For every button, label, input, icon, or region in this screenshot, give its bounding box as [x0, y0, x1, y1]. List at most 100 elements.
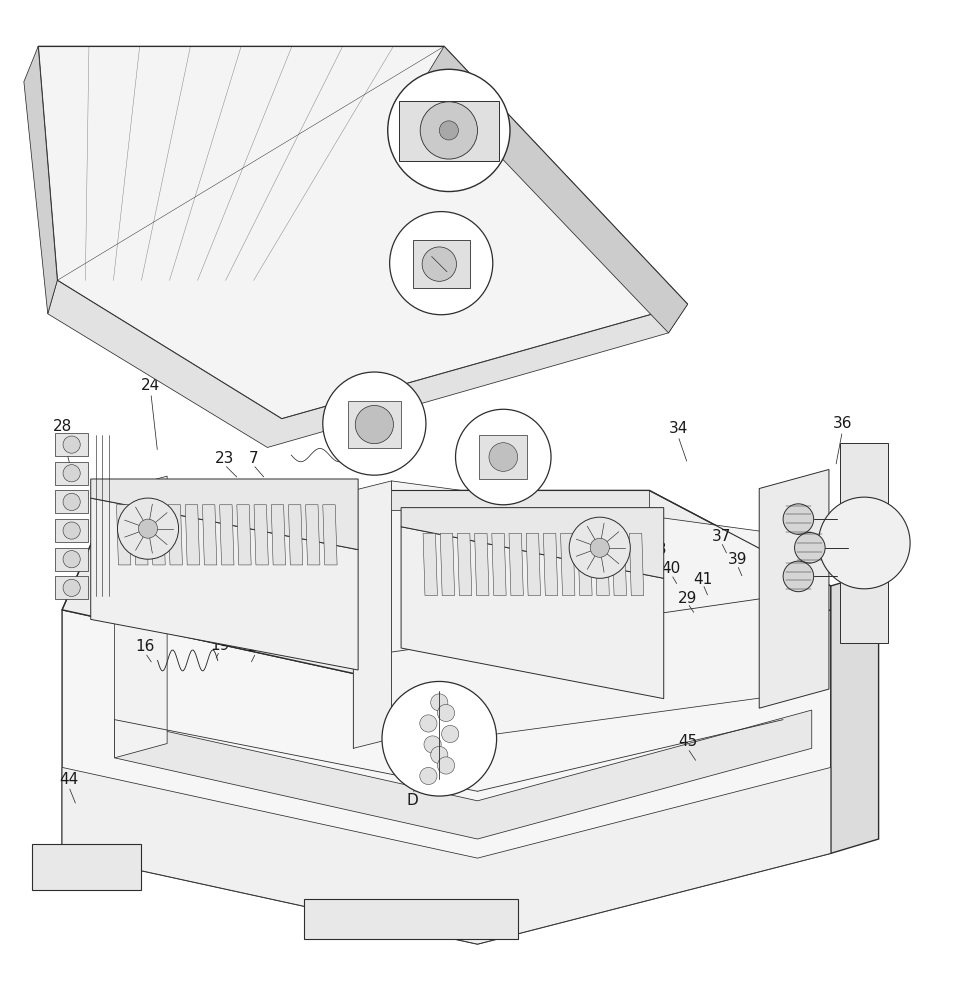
Circle shape	[117, 498, 179, 559]
Circle shape	[795, 532, 825, 563]
Text: D: D	[407, 793, 418, 808]
Polygon shape	[399, 101, 499, 161]
Circle shape	[783, 504, 814, 534]
Text: 40: 40	[662, 561, 681, 576]
Circle shape	[420, 767, 437, 785]
Polygon shape	[479, 435, 527, 479]
Text: 28: 28	[53, 419, 72, 434]
Polygon shape	[440, 533, 455, 596]
Circle shape	[382, 681, 497, 796]
Circle shape	[420, 715, 437, 732]
Polygon shape	[306, 505, 320, 565]
Text: 14: 14	[387, 51, 406, 66]
Polygon shape	[62, 767, 831, 944]
Polygon shape	[55, 576, 88, 599]
Text: 49: 49	[193, 497, 212, 512]
Text: 19: 19	[210, 638, 229, 653]
Polygon shape	[629, 533, 644, 596]
Circle shape	[388, 69, 510, 192]
Polygon shape	[526, 533, 541, 596]
Text: 44: 44	[59, 772, 78, 787]
Text: 23: 23	[215, 451, 234, 466]
Text: 3: 3	[306, 555, 315, 570]
Text: 6: 6	[308, 481, 318, 496]
Polygon shape	[115, 476, 167, 758]
Polygon shape	[578, 533, 592, 596]
Circle shape	[783, 561, 814, 592]
Circle shape	[437, 757, 455, 774]
Polygon shape	[561, 533, 575, 596]
Polygon shape	[62, 610, 831, 944]
Circle shape	[63, 436, 80, 453]
Polygon shape	[271, 505, 286, 565]
Text: 25: 25	[562, 624, 581, 639]
Polygon shape	[91, 498, 358, 670]
Polygon shape	[831, 572, 879, 853]
Circle shape	[138, 519, 158, 538]
Polygon shape	[91, 479, 358, 550]
Text: 37: 37	[711, 529, 731, 544]
Polygon shape	[134, 505, 148, 565]
Polygon shape	[353, 481, 392, 748]
Text: 34: 34	[668, 421, 688, 436]
Circle shape	[818, 497, 910, 589]
Circle shape	[355, 405, 393, 444]
Polygon shape	[62, 490, 831, 701]
Text: 29: 29	[678, 591, 697, 606]
Text: 1: 1	[170, 545, 180, 560]
Text: 30: 30	[511, 512, 530, 527]
Circle shape	[63, 493, 80, 511]
Text: A: A	[473, 233, 482, 248]
Text: 48: 48	[167, 158, 186, 173]
Polygon shape	[168, 505, 182, 565]
Polygon shape	[401, 508, 664, 578]
Circle shape	[63, 522, 80, 539]
Polygon shape	[151, 505, 165, 565]
Polygon shape	[115, 710, 812, 839]
Polygon shape	[348, 401, 401, 448]
Text: 41: 41	[693, 572, 712, 587]
Polygon shape	[55, 490, 88, 513]
Text: 5: 5	[487, 529, 497, 544]
Text: 16: 16	[136, 639, 155, 654]
Polygon shape	[401, 527, 664, 699]
Text: 26: 26	[538, 600, 557, 615]
Text: C: C	[515, 428, 526, 443]
Polygon shape	[185, 505, 200, 565]
Circle shape	[431, 694, 448, 711]
Text: 36: 36	[833, 416, 852, 431]
Text: B: B	[339, 373, 349, 388]
Polygon shape	[612, 533, 626, 596]
Text: 7: 7	[248, 451, 258, 466]
Text: 35: 35	[850, 476, 869, 491]
Polygon shape	[55, 462, 88, 485]
Polygon shape	[509, 533, 523, 596]
Polygon shape	[254, 505, 268, 565]
Polygon shape	[24, 46, 57, 314]
Polygon shape	[759, 469, 829, 708]
Polygon shape	[475, 533, 489, 596]
Circle shape	[323, 372, 426, 475]
Polygon shape	[840, 443, 888, 643]
Circle shape	[590, 538, 609, 557]
Polygon shape	[492, 533, 506, 596]
Text: 45: 45	[678, 734, 697, 749]
Circle shape	[63, 551, 80, 568]
Polygon shape	[595, 533, 609, 596]
Circle shape	[424, 736, 441, 753]
Text: 39: 39	[728, 552, 747, 567]
Text: 4: 4	[356, 707, 366, 722]
Polygon shape	[202, 505, 217, 565]
Polygon shape	[237, 505, 251, 565]
Polygon shape	[115, 490, 649, 510]
Polygon shape	[457, 533, 472, 596]
Polygon shape	[55, 519, 88, 542]
Polygon shape	[423, 533, 437, 596]
Circle shape	[63, 579, 80, 596]
Circle shape	[456, 409, 551, 505]
Polygon shape	[220, 505, 234, 565]
Text: 2: 2	[815, 657, 824, 672]
Polygon shape	[413, 240, 470, 288]
Circle shape	[422, 247, 456, 281]
Polygon shape	[117, 505, 131, 565]
